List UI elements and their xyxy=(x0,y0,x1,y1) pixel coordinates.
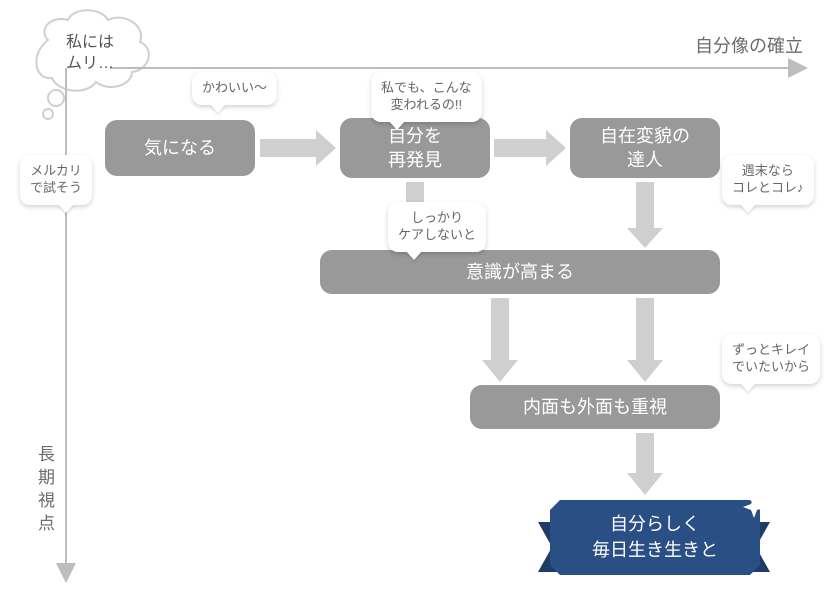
bubble-weekend: 週末ならコレとコレ♪ xyxy=(722,155,814,205)
node-curious: 気になる xyxy=(105,120,255,176)
goal-banner: 自分らしく毎日生き生きと xyxy=(550,500,760,575)
node-inner-outer: 内面も外面も重視 xyxy=(470,385,720,429)
goal-banner-text: 自分らしく毎日生き生きと xyxy=(592,512,718,562)
axis-label-vertical: 長期視点 xyxy=(32,445,57,537)
node-awareness: 意識が高まる xyxy=(320,250,720,294)
bubble-pretty: ずっとキレイでいたいから xyxy=(722,334,820,384)
bubble-kawaii: かわいい～ xyxy=(192,72,277,105)
node-rediscover: 自分を再発見 xyxy=(340,118,490,178)
flow-arrows xyxy=(260,130,663,495)
bubble-care: しっかりケアしないと xyxy=(388,202,486,252)
bubble-mercari: メルカリで試そう xyxy=(20,155,92,205)
axis-label-horizontal: 自分像の確立 xyxy=(695,32,803,58)
thought-cloud-text: 私にはムリ… xyxy=(66,33,114,75)
node-master: 自在変貌の達人 xyxy=(570,118,720,178)
bubble-change: 私でも、こんな変われるの!! xyxy=(371,72,482,122)
thought-cloud: 私にはムリ… xyxy=(35,16,145,91)
